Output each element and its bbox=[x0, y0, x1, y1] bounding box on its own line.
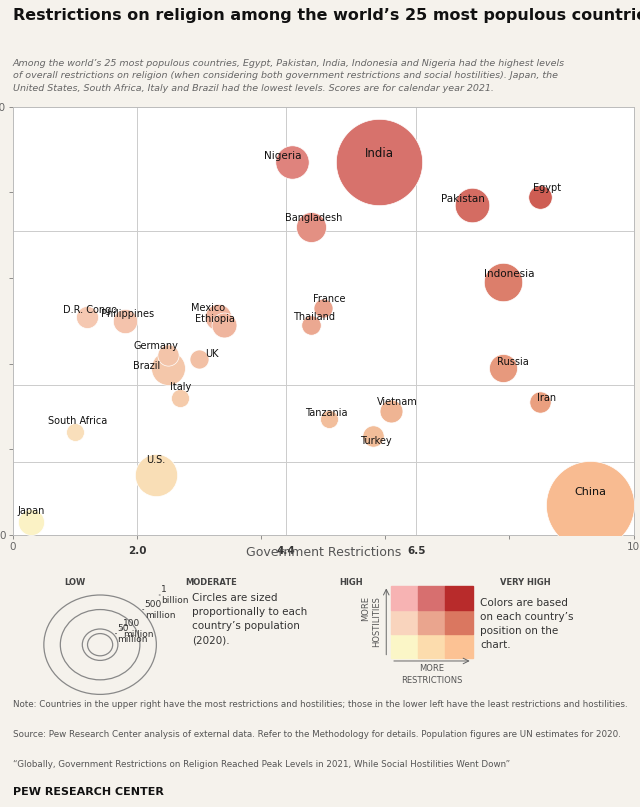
Text: 2.0: 2.0 bbox=[128, 546, 146, 556]
Text: D.R. Congo: D.R. Congo bbox=[63, 305, 118, 315]
Point bbox=[70, 426, 80, 439]
Text: Source: Pew Research Center analysis of external data. Refer to the Methodology : Source: Pew Research Center analysis of … bbox=[13, 730, 621, 739]
Text: Indonesia: Indonesia bbox=[484, 269, 534, 278]
Point bbox=[194, 353, 204, 366]
Text: France: France bbox=[313, 295, 346, 304]
Bar bbox=[445, 633, 472, 658]
Text: Circles are sized
proportionally to each
country’s population
(2020).: Circles are sized proportionally to each… bbox=[192, 593, 307, 646]
Text: China: China bbox=[574, 487, 606, 497]
Text: South Africa: South Africa bbox=[49, 416, 108, 426]
Bar bbox=[445, 586, 472, 609]
Point bbox=[150, 469, 161, 482]
Text: 100
million: 100 million bbox=[123, 619, 153, 639]
Point bbox=[498, 362, 508, 374]
Text: HIGH: HIGH bbox=[339, 578, 363, 587]
Text: UK: UK bbox=[205, 349, 218, 359]
Text: Russia: Russia bbox=[497, 357, 529, 366]
Text: 500
million: 500 million bbox=[145, 600, 175, 620]
Point bbox=[82, 310, 92, 323]
Point bbox=[163, 349, 173, 362]
Text: Iran: Iran bbox=[537, 393, 556, 403]
Point bbox=[324, 413, 335, 426]
Text: MORE
HOSTILITIES: MORE HOSTILITIES bbox=[362, 596, 381, 647]
Text: 50
million: 50 million bbox=[118, 624, 148, 644]
Bar bbox=[419, 609, 445, 633]
Text: Tanzania: Tanzania bbox=[305, 408, 348, 418]
Point bbox=[287, 156, 298, 169]
Text: U.S.: U.S. bbox=[146, 455, 165, 465]
Text: Turkey: Turkey bbox=[360, 436, 392, 445]
Text: Colors are based
on each country’s
position on the
chart.: Colors are based on each country’s posit… bbox=[481, 597, 574, 650]
Point bbox=[219, 319, 229, 332]
Text: LOW: LOW bbox=[64, 578, 86, 587]
Text: Mexico: Mexico bbox=[191, 303, 225, 313]
Bar bbox=[391, 586, 419, 609]
Text: Restrictions on religion among the world’s 25 most populous countries: Restrictions on religion among the world… bbox=[13, 8, 640, 23]
Bar bbox=[391, 609, 419, 633]
Text: Germany: Germany bbox=[133, 341, 178, 351]
Point bbox=[498, 276, 508, 289]
Text: MORE
RESTRICTIONS: MORE RESTRICTIONS bbox=[401, 664, 463, 684]
Point bbox=[212, 310, 223, 323]
Point bbox=[368, 430, 378, 443]
Text: Italy: Italy bbox=[170, 383, 191, 392]
Point bbox=[175, 391, 186, 404]
Point bbox=[387, 404, 397, 417]
Point bbox=[26, 516, 36, 529]
Text: MODERATE: MODERATE bbox=[186, 578, 237, 587]
Text: Thailand: Thailand bbox=[293, 312, 335, 321]
Point bbox=[306, 220, 316, 233]
Text: Nigeria: Nigeria bbox=[264, 151, 301, 161]
Text: Japan: Japan bbox=[18, 507, 45, 516]
Bar bbox=[445, 609, 472, 633]
Text: 4.4: 4.4 bbox=[276, 546, 295, 556]
Point bbox=[467, 199, 477, 211]
Text: Brazil: Brazil bbox=[132, 361, 160, 370]
Text: Bangladesh: Bangladesh bbox=[285, 213, 342, 223]
Text: Philippines: Philippines bbox=[101, 309, 154, 320]
Text: Vietnam: Vietnam bbox=[378, 397, 418, 408]
Text: India: India bbox=[365, 147, 394, 161]
Text: Among the world’s 25 most populous countries, Egypt, Pakistan, India, Indonesia : Among the world’s 25 most populous count… bbox=[13, 59, 565, 93]
Text: 1
billion: 1 billion bbox=[161, 585, 189, 605]
Point bbox=[585, 499, 595, 512]
Point bbox=[318, 302, 328, 315]
Text: Egypt: Egypt bbox=[532, 183, 561, 193]
Text: Government Restrictions: Government Restrictions bbox=[246, 546, 401, 559]
Point bbox=[535, 395, 545, 408]
Text: Ethiopia: Ethiopia bbox=[195, 314, 234, 324]
Text: “Globally, Government Restrictions on Religion Reached Peak Levels in 2021, Whil: “Globally, Government Restrictions on Re… bbox=[13, 759, 510, 768]
Point bbox=[374, 156, 384, 169]
Text: Note: Countries in the upper right have the most restrictions and hostilities; t: Note: Countries in the upper right have … bbox=[13, 700, 627, 709]
Bar bbox=[391, 633, 419, 658]
Point bbox=[535, 190, 545, 203]
Text: PEW RESEARCH CENTER: PEW RESEARCH CENTER bbox=[13, 787, 164, 797]
Point bbox=[306, 319, 316, 332]
Bar bbox=[419, 633, 445, 658]
Point bbox=[120, 315, 130, 328]
Bar bbox=[419, 586, 445, 609]
Text: VERY HIGH: VERY HIGH bbox=[500, 578, 550, 587]
Point bbox=[163, 362, 173, 374]
Text: 6.5: 6.5 bbox=[407, 546, 426, 556]
Text: Pakistan: Pakistan bbox=[441, 194, 485, 203]
